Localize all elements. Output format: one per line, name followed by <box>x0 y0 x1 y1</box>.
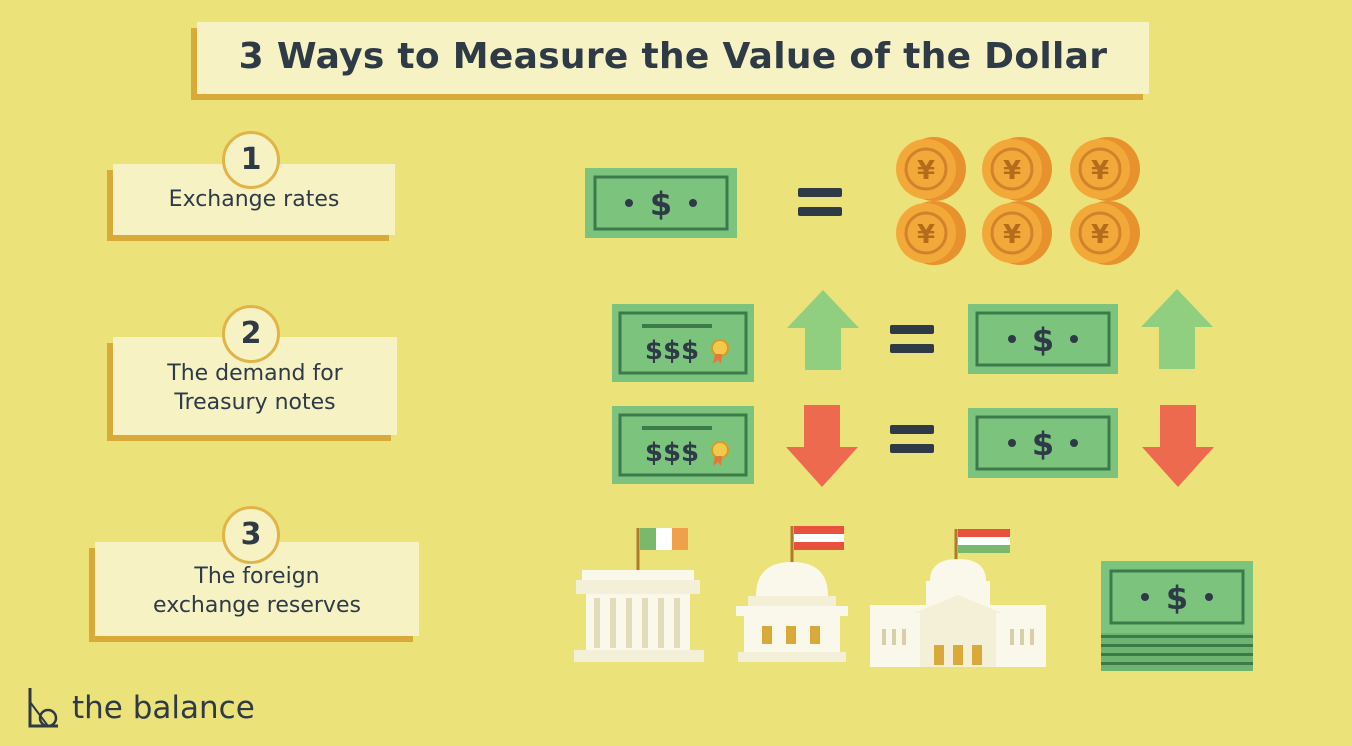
yen-coin-icon: ¥ <box>896 201 966 265</box>
balance-logo-icon <box>28 688 58 728</box>
arrow-down-icon <box>786 405 858 487</box>
equals-sign <box>890 325 934 353</box>
item-label-line2: exchange reserves <box>153 593 361 618</box>
yen-sign: ¥ <box>1003 220 1021 250</box>
yen-sign: ¥ <box>917 220 935 250</box>
logo-text: the balance <box>72 690 255 726</box>
yen-sign: ¥ <box>1091 156 1109 186</box>
ireland-flag-icon <box>640 528 688 550</box>
yen-coin-icon: ¥ <box>1070 137 1140 201</box>
dollar-sign: $ <box>1032 425 1054 463</box>
yen-sign: ¥ <box>1003 156 1021 186</box>
item-number-badge: 3 <box>222 506 280 564</box>
dollar-signs: $$$ <box>645 336 699 366</box>
title-card: 3 Ways to Measure the Value of the Dolla… <box>197 22 1149 94</box>
dollar-bill-icon: $ <box>968 408 1118 478</box>
treasury-note-icon: $$$ <box>612 406 754 484</box>
yen-coin-icon: ¥ <box>982 201 1052 265</box>
dollar-signs: $$$ <box>645 438 699 468</box>
bank-building-icon <box>736 526 848 662</box>
yen-coin-icon: ¥ <box>1070 201 1140 265</box>
treasury-note-icon: $$$ <box>612 304 754 382</box>
arrow-up-icon <box>787 290 859 370</box>
item-label-line1: The demand for <box>167 361 343 386</box>
equals-sign <box>890 425 934 453</box>
yen-sign: ¥ <box>1091 220 1109 250</box>
dollar-bill-icon: $ <box>585 168 737 238</box>
yen-coin-icon: ¥ <box>982 137 1052 201</box>
item-number-badge: 2 <box>222 305 280 363</box>
dollar-sign: $ <box>1032 321 1054 359</box>
yen-sign: ¥ <box>917 156 935 186</box>
item-label-line1: The foreign <box>194 564 320 589</box>
item-label: Exchange rates <box>168 187 340 212</box>
bank-building-icon <box>870 529 1046 667</box>
page-title: 3 Ways to Measure the Value of the Dolla… <box>238 36 1108 77</box>
dollar-sign: $ <box>650 185 672 223</box>
arrow-down-icon <box>1142 405 1214 487</box>
hungary-flag-icon <box>958 529 1010 553</box>
item-card-treasury-demand: The demand for Treasury notes <box>113 337 397 435</box>
yen-coins-group: ¥ ¥ ¥ ¥ ¥ ¥ <box>896 137 1140 265</box>
bank-building-icon <box>574 528 704 662</box>
dollar-bill-icon: $ <box>968 304 1118 374</box>
austria-flag-icon <box>794 526 844 550</box>
equals-sign <box>798 188 842 216</box>
dollar-sign: $ <box>1166 579 1188 617</box>
yen-coin-icon: ¥ <box>896 137 966 201</box>
cash-stack-icon: $ <box>1101 561 1253 671</box>
arrow-up-icon <box>1141 289 1213 369</box>
item-label-line2: Treasury notes <box>174 390 336 415</box>
item-number-badge: 1 <box>222 131 280 189</box>
